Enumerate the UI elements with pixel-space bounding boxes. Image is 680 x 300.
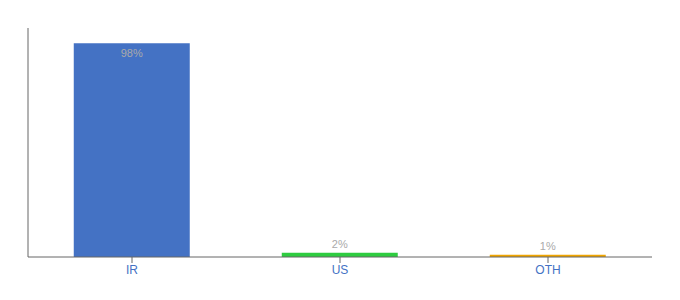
svg-text:IR: IR: [126, 263, 138, 277]
svg-text:98%: 98%: [121, 47, 143, 59]
svg-text:US: US: [332, 263, 349, 277]
svg-text:OTH: OTH: [535, 263, 560, 277]
svg-text:1%: 1%: [540, 240, 556, 252]
svg-text:2%: 2%: [332, 238, 348, 250]
